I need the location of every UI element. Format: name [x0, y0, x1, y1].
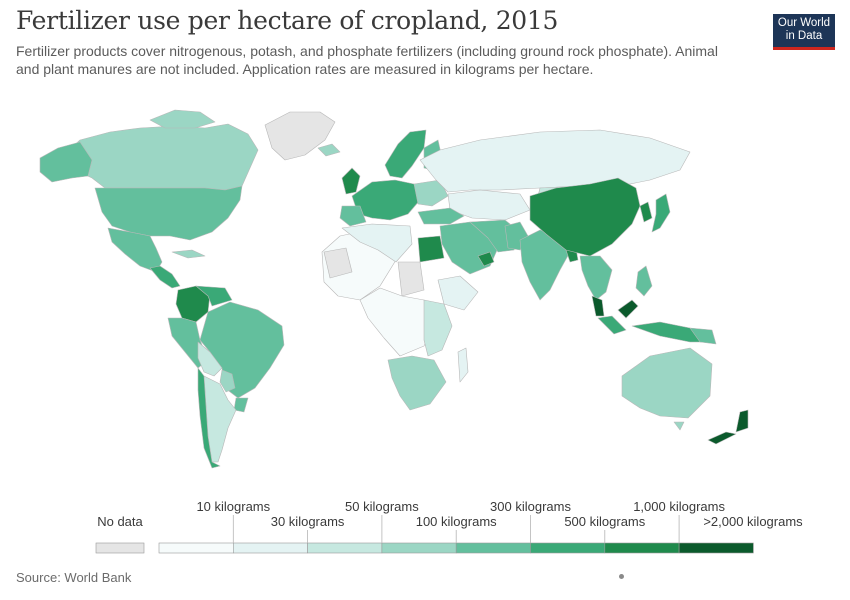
north-africa[interactable] — [341, 223, 413, 263]
venezuela[interactable] — [195, 285, 233, 307]
malaysia-borneo[interactable] — [617, 299, 639, 319]
legend-swatch[interactable] — [604, 542, 680, 554]
mauritania-mali-nodata[interactable] — [323, 247, 353, 279]
owid-logo[interactable]: Our World in Data — [773, 14, 835, 50]
east-africa[interactable] — [423, 299, 453, 357]
alaska[interactable] — [39, 141, 93, 183]
legend-swatch[interactable] — [530, 542, 606, 554]
legend-swatch[interactable] — [307, 542, 383, 554]
australia[interactable] — [621, 347, 713, 419]
logo-line-2: in Data — [785, 30, 823, 42]
legend-swatch[interactable] — [678, 542, 754, 554]
legend-swatch[interactable] — [381, 542, 457, 554]
japan[interactable] — [651, 193, 671, 233]
central-america[interactable] — [149, 265, 181, 289]
legend-label: >2,000 kilograms — [703, 514, 803, 529]
turkey[interactable] — [417, 207, 465, 225]
legend-label: 10 kilograms — [196, 499, 270, 514]
scandinavia[interactable] — [384, 129, 427, 179]
legend-label: 300 kilograms — [490, 499, 571, 514]
southeast-asia-mainland[interactable] — [579, 255, 613, 301]
legend-label-no-data: No data — [97, 514, 143, 529]
philippines[interactable] — [635, 265, 653, 297]
paraguay[interactable] — [219, 369, 236, 393]
iceland[interactable] — [317, 143, 341, 157]
world-map[interactable] — [0, 80, 850, 500]
chile[interactable] — [197, 367, 221, 469]
western-europe[interactable] — [351, 179, 421, 221]
united-states[interactable] — [94, 185, 243, 241]
logo-line-1: Our World — [777, 17, 831, 29]
new-zealand[interactable] — [707, 409, 749, 445]
legend-swatch[interactable] — [455, 542, 531, 554]
southern-africa[interactable] — [387, 355, 447, 411]
source-note: Source: World Bank — [16, 570, 132, 585]
iberia[interactable] — [339, 205, 367, 227]
papua-new-guinea[interactable] — [689, 327, 717, 345]
legend-swatch[interactable] — [158, 542, 234, 554]
uruguay[interactable] — [233, 397, 249, 413]
gulf-states[interactable] — [477, 251, 495, 267]
legend-label: 30 kilograms — [271, 514, 345, 529]
chart-title: Fertilizer use per hectare of cropland, … — [16, 6, 559, 35]
chart-subtitle: Fertilizer products cover nitrogenous, p… — [16, 43, 718, 77]
malaysia[interactable] — [591, 295, 605, 317]
china[interactable] — [529, 177, 641, 257]
bolivia[interactable] — [197, 341, 223, 377]
tasmania[interactable] — [673, 421, 685, 431]
legend-label: 1,000 kilograms — [633, 499, 725, 514]
madagascar[interactable] — [457, 347, 469, 383]
legend-label: 100 kilograms — [416, 514, 497, 529]
egypt[interactable] — [417, 235, 445, 263]
russia[interactable] — [419, 129, 691, 193]
sudan-nodata[interactable] — [397, 261, 425, 297]
timeline-dot-icon[interactable] — [619, 574, 624, 579]
legend-swatch[interactable] — [233, 542, 308, 554]
legend-label: 50 kilograms — [345, 499, 419, 514]
korea[interactable] — [639, 201, 653, 223]
greenland[interactable] — [264, 111, 336, 161]
ethiopia-horn[interactable] — [437, 275, 479, 311]
cuba[interactable] — [171, 249, 206, 259]
legend-swatch-no-data[interactable] — [95, 542, 145, 554]
canada-arctic-islands[interactable] — [149, 109, 216, 129]
eastern-europe[interactable] — [413, 179, 449, 207]
legend-label: 500 kilograms — [564, 514, 645, 529]
uk-ireland[interactable] — [341, 167, 361, 195]
